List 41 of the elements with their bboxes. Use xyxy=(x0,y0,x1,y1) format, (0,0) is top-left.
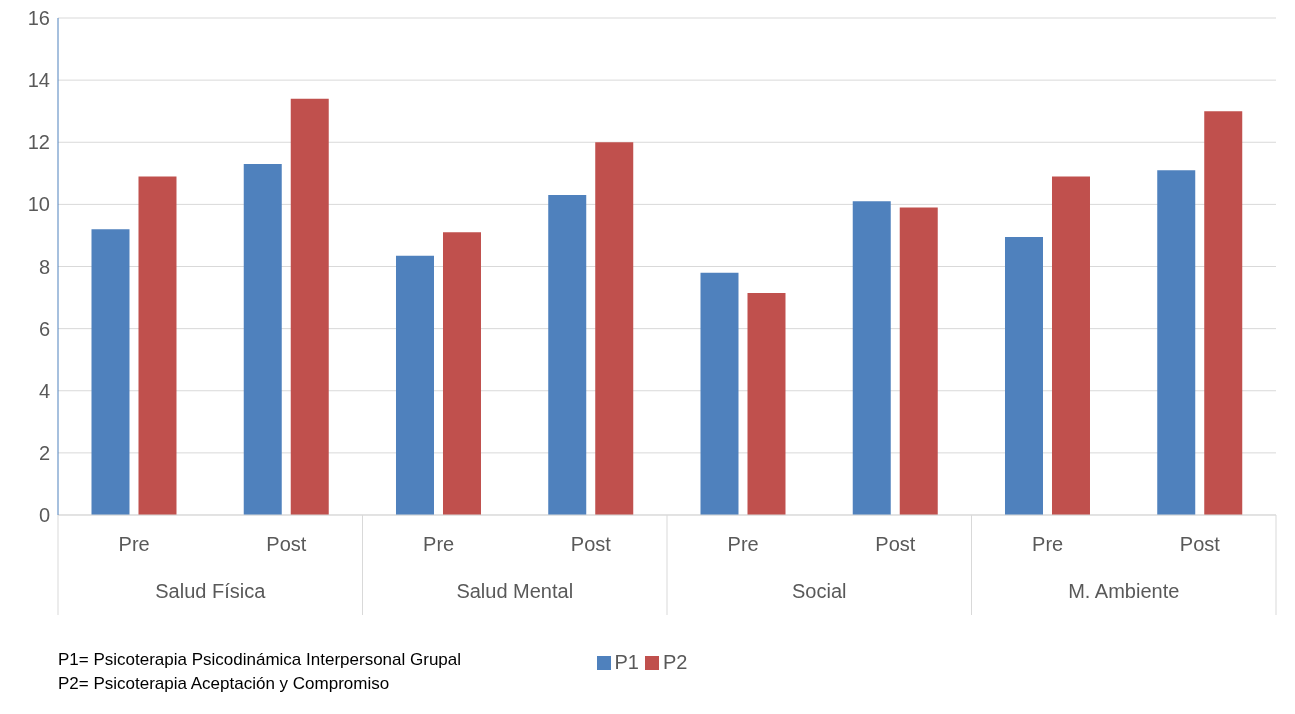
y-tick-label: 12 xyxy=(27,131,50,154)
x-tick-label: Pre xyxy=(118,533,150,555)
bar xyxy=(443,232,481,515)
y-tick-label: 8 xyxy=(38,255,50,278)
y-tick-label: 6 xyxy=(38,317,50,340)
bar xyxy=(852,201,891,515)
bar xyxy=(1204,111,1243,515)
bar xyxy=(595,142,634,515)
text: Social xyxy=(792,580,847,602)
x-tick-label: Pre xyxy=(1032,533,1064,555)
bar xyxy=(1051,176,1090,515)
bar xyxy=(396,255,434,515)
bar xyxy=(243,163,282,515)
bar xyxy=(1157,170,1196,515)
y-tick-label: 0 xyxy=(38,504,50,527)
y-tick-label: 2 xyxy=(38,441,50,464)
x-tick-label: Post xyxy=(875,533,916,555)
text: P2= Psicoterapia Aceptación y Compromiso xyxy=(58,673,391,695)
x-tick-label: Post xyxy=(266,533,307,555)
bar xyxy=(700,272,739,515)
legend-label: P1 xyxy=(613,651,639,674)
x-tick-label: Pre xyxy=(423,533,455,555)
x-tick-label: Pre xyxy=(727,533,759,555)
bar xyxy=(548,195,587,515)
x-tick-label: Post xyxy=(570,533,612,555)
x-tick-label: Post xyxy=(1179,533,1221,555)
text: Salud Física xyxy=(155,580,267,602)
bar xyxy=(91,229,130,515)
text: Salud Mental xyxy=(456,580,574,602)
y-tick-label: 10 xyxy=(27,193,50,216)
y-tick-label: 16 xyxy=(27,7,50,30)
bar xyxy=(290,98,329,515)
y-tick-label: 14 xyxy=(27,69,50,92)
legend-label: P2 xyxy=(662,651,688,674)
bar xyxy=(747,292,786,515)
bar xyxy=(1004,236,1043,515)
bar xyxy=(138,176,177,515)
y-tick-label: 4 xyxy=(38,379,50,402)
text: M. Ambiente xyxy=(1068,580,1180,602)
bar xyxy=(899,207,938,515)
text: P1= Psicoterapia Psicodinámica Interpersonal Grupal xyxy=(58,649,462,671)
